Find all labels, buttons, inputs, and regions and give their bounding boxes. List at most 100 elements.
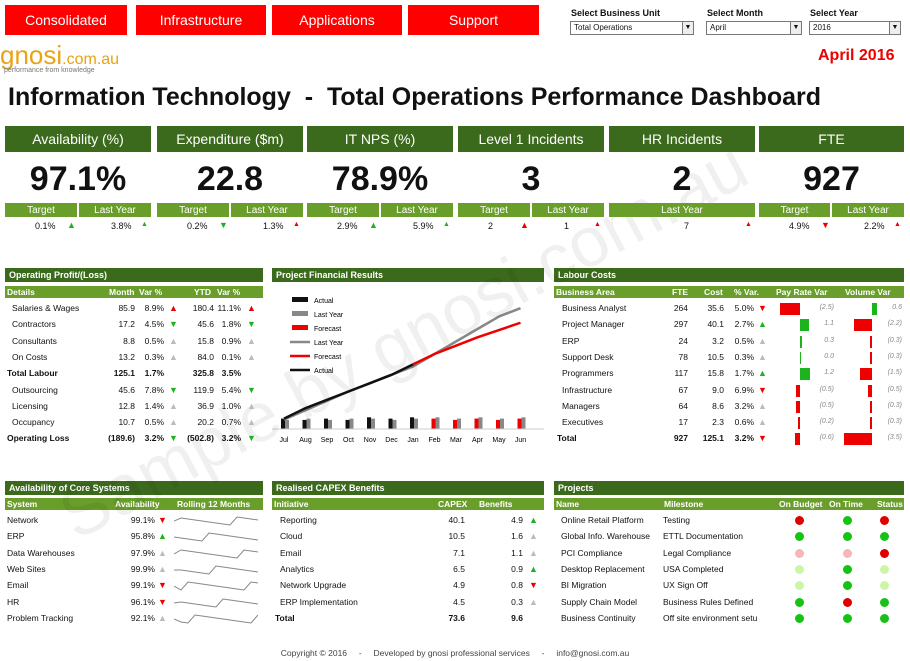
lab-row-var: 5.0% bbox=[734, 303, 754, 313]
triangle-icon: ▲ bbox=[758, 351, 767, 362]
legend-label: Forecast bbox=[314, 354, 341, 361]
pj-row-name: Global Info. Warehouse bbox=[561, 531, 650, 542]
lab-row-fte: 67 bbox=[678, 384, 688, 395]
op-row-label: Operating Loss bbox=[7, 433, 70, 444]
vol-var-bar bbox=[854, 319, 872, 332]
operating-header: Details Month Var % YTD Var % bbox=[5, 286, 263, 298]
kpi-target-value: 2.9% bbox=[337, 221, 358, 231]
lab-col-fte: FTE bbox=[672, 287, 689, 297]
sparkline-path bbox=[174, 614, 258, 624]
sparkline bbox=[174, 532, 258, 542]
kpi-lastyear-label: Last Year bbox=[532, 203, 604, 217]
cx-row-benefits: 0.3 bbox=[511, 596, 523, 607]
x-tick-label: Feb bbox=[428, 437, 440, 444]
op-row-month: 10.7 bbox=[118, 417, 135, 428]
pj-row-milestone: UX Sign Off bbox=[663, 580, 708, 591]
monthly-bar bbox=[345, 419, 350, 429]
op-col-details: Details bbox=[7, 287, 35, 297]
monthly-bar bbox=[302, 419, 307, 429]
legend-label: Actual bbox=[314, 298, 334, 305]
lab-row-cost: 10.5 bbox=[707, 351, 724, 362]
op-row-ytdvar: 1.8% bbox=[221, 319, 241, 330]
series-line bbox=[283, 363, 414, 420]
av-col-rolling: Rolling 12 Months bbox=[177, 499, 251, 509]
pay-var-bar bbox=[780, 303, 800, 315]
av-row-system: Data Warehouses bbox=[7, 547, 75, 558]
op-row-label: Contractors bbox=[12, 319, 56, 330]
lab-row-area: Business Analyst bbox=[562, 303, 627, 313]
year-select[interactable]: 2016 ▼ bbox=[809, 21, 901, 35]
vol-var-bar bbox=[869, 417, 872, 430]
monthly-bar bbox=[435, 417, 440, 429]
sparkline bbox=[174, 549, 258, 559]
x-tick-label: May bbox=[492, 437, 506, 444]
kpi-lastyear-value: 2.2% bbox=[864, 221, 885, 231]
x-tick-label: Jul bbox=[280, 437, 289, 444]
triangle-up-icon: ▲ bbox=[520, 220, 529, 230]
lab-row-volvar: (0.3) bbox=[887, 418, 902, 426]
op-row-ytdvar: 3.5% bbox=[221, 368, 241, 379]
status-dot bbox=[880, 532, 889, 542]
business-unit-value: Total Operations bbox=[574, 23, 633, 32]
monthly-bar bbox=[410, 417, 414, 429]
kpi-lastyear-label: Last Year bbox=[381, 203, 453, 217]
triangle-icon: ▲ bbox=[247, 335, 256, 346]
lab-row-cost: 35.6 bbox=[707, 303, 724, 313]
triangle-up-icon: ▲ bbox=[443, 221, 450, 228]
pj-row-name: Supply Chain Model bbox=[561, 596, 638, 607]
business-unit-select[interactable]: Total Operations ▼ bbox=[570, 21, 694, 35]
status-dot bbox=[843, 597, 852, 607]
status-dot bbox=[795, 532, 804, 542]
month-select[interactable]: April ▼ bbox=[706, 21, 802, 35]
lab-row-fte: 24 bbox=[678, 335, 688, 346]
monthly-bar bbox=[367, 417, 371, 429]
op-row-var: 3.2% bbox=[144, 433, 164, 444]
triangle-icon: ▲ bbox=[758, 335, 767, 346]
monthly-bar bbox=[281, 418, 285, 429]
kpi-target-value: 0.2% bbox=[187, 221, 208, 231]
triangle-icon: ▲ bbox=[758, 319, 767, 330]
triangle-icon: ▲ bbox=[247, 400, 256, 411]
lab-row-fte: 117 bbox=[674, 368, 688, 379]
kpi-lastyear-value: 7 bbox=[684, 221, 690, 231]
kpi-value: 97.1% bbox=[29, 159, 127, 198]
nav-support[interactable]: Support bbox=[408, 5, 539, 35]
lab-row-var: 6.9% bbox=[734, 384, 754, 395]
triangle-icon: ▼ bbox=[758, 303, 767, 313]
pj-row-name: Online Retail Platform bbox=[561, 515, 644, 525]
status-dot bbox=[843, 613, 852, 623]
lab-row-fte: 17 bbox=[678, 417, 688, 428]
triangle-icon: ▼ bbox=[247, 433, 256, 444]
pay-var-bar bbox=[795, 433, 800, 446]
triangle-icon: ▲ bbox=[529, 515, 538, 525]
year-label: Select Year bbox=[810, 8, 858, 18]
lab-row-fte: 927 bbox=[673, 433, 688, 444]
cx-row-initiative: Analytics bbox=[280, 563, 315, 574]
lab-row-payvar: (2.5) bbox=[819, 304, 834, 311]
logo-domain: .com.au bbox=[62, 51, 120, 68]
op-row-ytdvar: 0.9% bbox=[221, 335, 241, 346]
nav-applications[interactable]: Applications bbox=[272, 5, 402, 35]
kpi-label: Availability (%) bbox=[5, 126, 151, 152]
cx-col-benefits: Benefits bbox=[479, 499, 513, 509]
status-dot bbox=[880, 564, 889, 574]
monthly-bar bbox=[457, 418, 461, 429]
op-row-ytd: 15.8 bbox=[197, 335, 214, 346]
kpi-lastyear-value: 3.8% bbox=[111, 221, 132, 231]
legend-swatch bbox=[292, 311, 308, 316]
x-tick-label: Dec bbox=[385, 437, 398, 444]
vol-var-bar bbox=[869, 400, 872, 413]
op-row-var: 1.4% bbox=[144, 400, 164, 411]
nav-consolidated[interactable]: Consolidated bbox=[5, 5, 127, 35]
monthly-bar bbox=[414, 418, 418, 429]
op-row-ytd: 84.0 bbox=[197, 351, 214, 362]
av-row-system: Problem Tracking bbox=[7, 612, 74, 623]
kpi-target-value: 2 bbox=[488, 221, 494, 231]
lab-col-var: % Var. bbox=[734, 287, 760, 297]
lab-row-area: Total bbox=[557, 433, 577, 444]
pj-col-status: Status bbox=[877, 499, 903, 509]
lab-row-payvar: 0.0 bbox=[824, 352, 834, 360]
lab-row-payvar: 0.3 bbox=[824, 336, 834, 344]
op-row-var: 4.5% bbox=[144, 319, 164, 330]
nav-infrastructure[interactable]: Infrastructure bbox=[136, 5, 266, 35]
